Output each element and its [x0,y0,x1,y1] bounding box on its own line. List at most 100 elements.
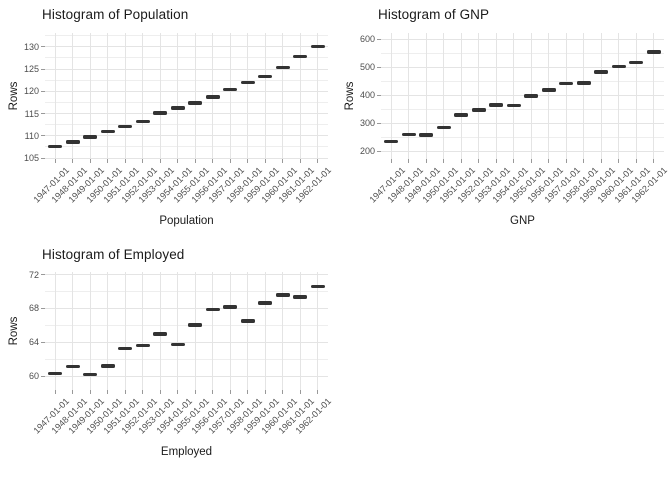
x-axis-tick [299,159,301,163]
x-axis-tick [583,159,585,163]
x-axis-tick [618,159,620,163]
data-point-dash [83,372,98,377]
y-tick-label: 72 [28,269,39,280]
data-point-dash [135,119,150,123]
x-axis-tick [299,390,301,394]
data-point-dash [223,305,238,309]
gridline-vertical [72,272,74,390]
x-axis-tick [390,159,392,163]
data-point-dash [454,113,469,117]
y-tick-label: 64 [28,337,39,348]
gridline-major [45,46,328,48]
x-axis-tick [89,159,91,163]
x-axis-tick [548,159,550,163]
gridline-vertical [264,272,266,390]
data-point-dash [576,81,591,85]
x-axis-tick [425,159,427,163]
y-tick-label: 200 [359,146,375,157]
x-axis-tick [72,159,74,163]
y-axis-title: Rows [344,81,356,111]
x-axis-title: GNP [510,215,535,227]
y-tick-label: 105 [23,153,39,164]
y-axis-title: Rows [8,81,20,111]
gridline-vertical [282,272,284,390]
x-axis-tick [177,159,179,163]
y-tick-label: 60 [28,371,39,382]
x-axis-tick [635,159,637,163]
x-axis-tick [229,390,231,394]
data-point-dash [489,103,504,107]
gridline-vertical [495,33,497,159]
data-point-dash [559,81,574,85]
x-axis-tick [282,159,284,163]
gridline-major [45,274,328,276]
data-point-dash [48,144,63,149]
gridline-major [381,66,664,68]
gridline-vertical [565,33,567,159]
y-axis-title: Rows [8,316,20,346]
gridline-vertical [653,33,655,159]
gridline-vertical [299,272,301,390]
data-point-dash [65,140,80,144]
gridline-vertical [142,272,144,390]
gridline-vertical [317,33,319,159]
data-point-dash [419,133,434,137]
y-axis-tick [377,94,381,96]
x-axis-tick [247,390,249,394]
gridline-minor [45,146,328,148]
x-axis-tick [142,159,144,163]
data-point-dash [611,64,626,69]
gridline-minor [381,80,664,82]
y-axis-tick [41,68,45,70]
x-axis-tick [159,390,161,394]
gridline-vertical [443,33,445,159]
x-axis-tick [177,390,179,394]
gridline-major [45,135,328,137]
gridline-vertical [54,272,56,390]
y-axis-tick [41,274,45,276]
gridline-vertical [408,33,410,159]
data-point-dash [188,323,203,327]
x-axis-tick [317,390,319,394]
data-point-dash [170,342,185,346]
gridline-vertical [212,272,214,390]
data-point-dash [153,332,168,336]
data-point-dash [293,295,308,299]
gridline-minor [45,101,328,103]
x-axis-tick [264,390,266,394]
gridline-vertical [89,33,91,159]
x-axis-tick [247,159,249,163]
gridline-vertical [635,33,637,159]
data-point-dash [118,347,133,351]
x-axis-tick [460,159,462,163]
gridline-major [381,38,664,40]
gridline-minor [45,358,328,360]
y-axis-tick [41,135,45,137]
data-point-dash [205,307,220,312]
data-point-dash [506,103,521,108]
gridline-minor [45,290,328,292]
gridline-vertical [72,33,74,159]
data-point-dash [223,87,238,92]
data-point-dash [275,65,290,70]
gridline-vertical [264,33,266,159]
x-axis-tick [513,159,515,163]
gridline-major [381,94,664,96]
gridline-minor [45,35,328,37]
data-point-dash [471,108,486,112]
y-tick-label: 115 [24,108,39,119]
gridline-vertical [317,272,319,390]
y-tick-label: 130 [23,41,39,52]
x-axis-tick [54,390,56,394]
y-axis-tick [41,113,45,115]
gridline-vertical [600,33,602,159]
gridline-vertical [390,33,392,159]
x-axis-tick [194,390,196,394]
gridline-vertical [177,33,179,159]
gridline-vertical [618,33,620,159]
y-axis-tick [377,66,381,68]
gridline-vertical [107,33,109,159]
gridline-minor [45,79,328,81]
x-axis-tick [495,159,497,163]
gridline-minor [45,324,328,326]
